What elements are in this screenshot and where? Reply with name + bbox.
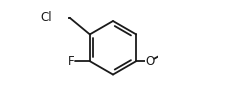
Text: O: O	[144, 55, 153, 68]
Text: F: F	[68, 55, 74, 68]
Text: Cl: Cl	[41, 11, 52, 24]
